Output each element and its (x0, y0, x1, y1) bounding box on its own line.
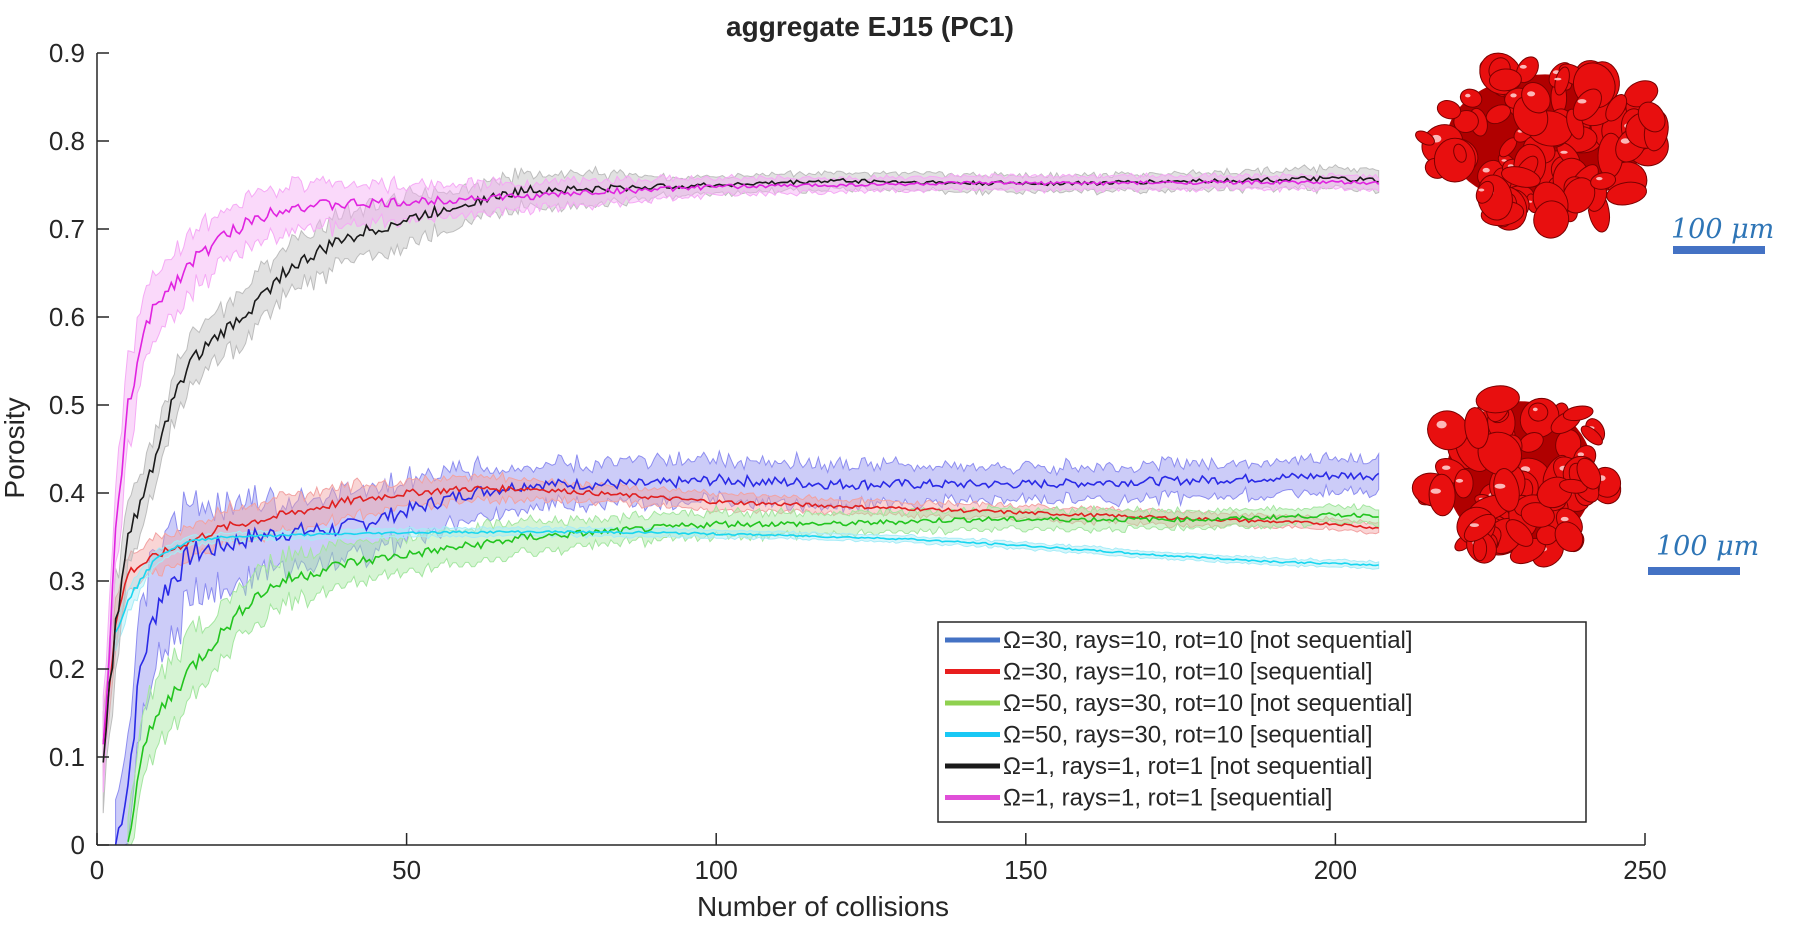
x-tick-label: 50 (392, 855, 421, 885)
y-tick-label: 0.3 (49, 566, 85, 596)
cell-highlight (1510, 93, 1517, 98)
x-tick-label: 150 (1004, 855, 1047, 885)
cell-highlight (1436, 420, 1447, 429)
series-lines (102, 175, 1380, 846)
x-tick-label: 200 (1314, 855, 1357, 885)
series-line-4 (114, 530, 1379, 633)
y-tick-label: 0.7 (49, 214, 85, 244)
aggregate-image-top (1415, 52, 1669, 239)
red-cell (1475, 180, 1495, 204)
red-cell (1436, 100, 1462, 120)
legend-label-5: Ω=1, rays=1, rot=1 [not sequential] (1003, 753, 1373, 780)
legend-box (937, 621, 1587, 823)
red-cell (1533, 200, 1570, 239)
scale-label-bottom: 100 μm (1656, 531, 1759, 562)
red-cell (1576, 457, 1602, 490)
red-cell (1580, 425, 1603, 446)
cell-highlight (1494, 483, 1506, 489)
cell-highlight (1577, 452, 1585, 457)
red-cell (1428, 473, 1456, 517)
legend-label-3: Ω=50, rays=30, rot=10 [not sequential] (1003, 690, 1413, 717)
cell-highlight (1560, 516, 1569, 522)
y-tick-label: 0 (71, 830, 85, 860)
aggregate-image-bottom (1411, 385, 1622, 568)
y-tick-label: 0.4 (49, 478, 85, 508)
red-cell (1521, 81, 1551, 114)
y-tick-label: 0.1 (49, 742, 85, 772)
series-band-2 (102, 471, 1380, 777)
red-cell (1528, 402, 1549, 422)
cell-highlight (1519, 64, 1527, 69)
red-cell (1559, 478, 1588, 494)
legend-label-6: Ω=1, rays=1, rot=1 [sequential] (1003, 785, 1332, 812)
red-cell (1501, 166, 1541, 188)
red-cell (1606, 181, 1647, 206)
y-tick-label: 0.5 (49, 390, 85, 420)
red-cell (1505, 519, 1534, 547)
cell-highlight (1442, 465, 1451, 470)
cell-highlight (1455, 478, 1464, 483)
red-cell (1453, 468, 1474, 499)
scale-label-top: 100 μm (1671, 214, 1774, 245)
red-cell (1459, 88, 1483, 108)
cell-highlight (1532, 407, 1538, 412)
red-cell (1433, 137, 1476, 183)
x-axis-label: Number of collisions (697, 891, 949, 922)
legend-label-2: Ω=30, rays=10, rot=10 [sequential] (1003, 659, 1373, 686)
cell-highlight (1596, 177, 1603, 181)
red-cell (1415, 130, 1435, 146)
y-tick-label: 0.2 (49, 654, 85, 684)
x-tick-label: 250 (1623, 855, 1666, 885)
series-band-1 (115, 449, 1380, 846)
red-cell (1562, 177, 1596, 214)
legend-label-1: Ω=30, rays=10, rot=10 [not sequential] (1003, 627, 1413, 654)
red-cell (1463, 513, 1496, 542)
red-cell (1427, 410, 1469, 451)
cell-highlight (1469, 523, 1479, 527)
cell-highlight (1620, 138, 1630, 144)
red-cell (1453, 109, 1479, 134)
cell-highlight (1527, 91, 1536, 97)
axes: 0 50 100 150 200 250 0 0.1 0.2 0.3 0.4 0.5 0.6 0.7 0.8… (49, 38, 1667, 885)
cell-highlight (1430, 488, 1442, 494)
x-tick-label: 100 (695, 855, 738, 885)
red-cell (1554, 521, 1584, 552)
scale-bar-bottom (1648, 567, 1740, 575)
y-tick-label: 0.8 (49, 126, 85, 156)
red-cell (1453, 143, 1467, 163)
y-tick-label: 0.6 (49, 302, 85, 332)
cell-highlight (1577, 99, 1587, 104)
red-cell (1475, 385, 1520, 414)
cell-highlight (1478, 188, 1485, 192)
legend-label-4: Ω=50, rays=30, rot=10 [sequential] (1003, 722, 1373, 749)
series-band-5 (102, 163, 1380, 814)
red-cell (1637, 101, 1666, 133)
y-axis-label: Porosity (0, 397, 30, 498)
series-line-2 (102, 484, 1379, 745)
chart-title: aggregate EJ15 (PC1) (726, 11, 1014, 42)
legend: Ω=30, rays=10, rot=10 [not sequential] Ω=… (937, 621, 1587, 823)
x-tick-label: 0 (90, 855, 104, 885)
cell-highlight (1465, 93, 1471, 98)
red-cell (1590, 172, 1617, 190)
series-band-3 (127, 502, 1380, 846)
cell-highlight (1482, 167, 1490, 173)
series-line-6 (102, 179, 1380, 745)
red-cell (1485, 104, 1512, 125)
red-cell (1572, 88, 1602, 121)
series-band-4 (115, 525, 1380, 652)
scale-bar-top (1673, 246, 1765, 254)
y-tick-label: 0.9 (49, 38, 85, 68)
red-cell (1493, 468, 1520, 512)
cell-highlight (1560, 150, 1568, 154)
red-cell (1464, 407, 1490, 449)
red-cell (1488, 68, 1522, 92)
red-cell (1562, 405, 1594, 422)
cell-highlight (1554, 77, 1562, 81)
series-line-3 (127, 512, 1379, 842)
